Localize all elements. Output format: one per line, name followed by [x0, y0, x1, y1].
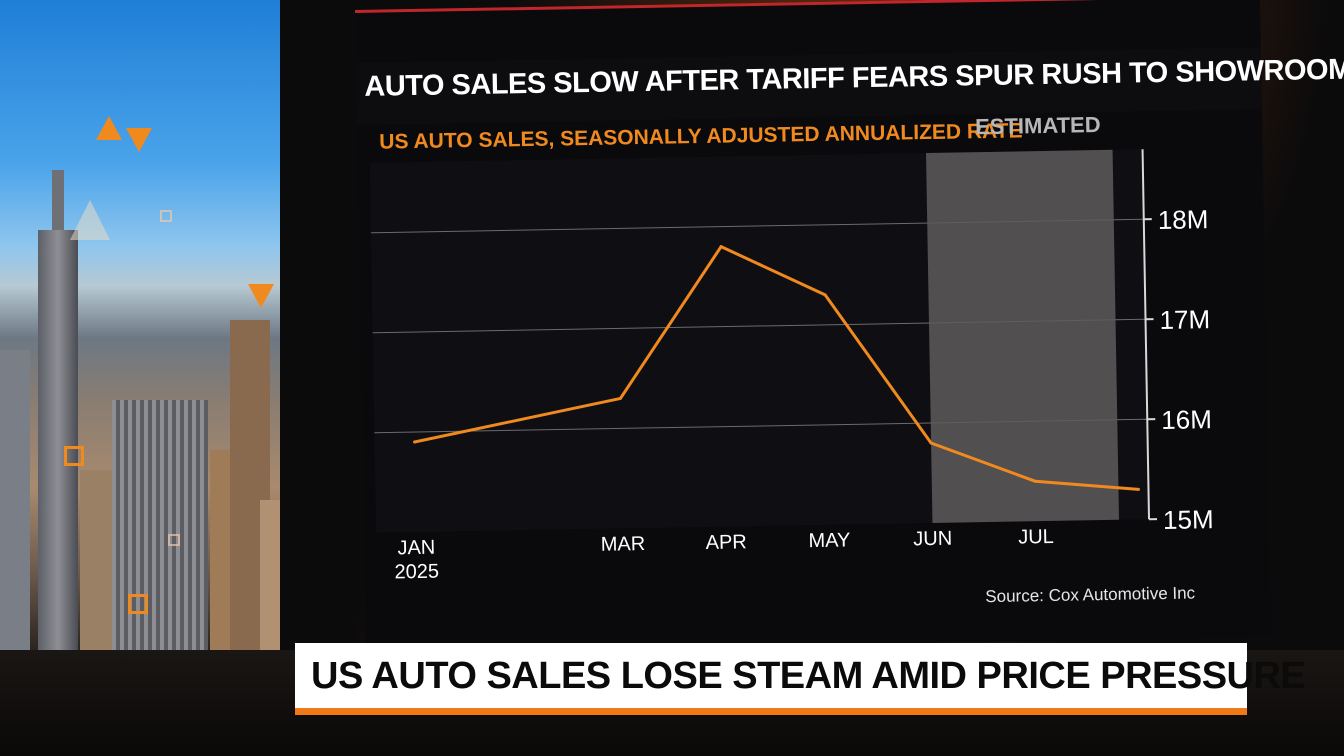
data-point: [413, 440, 417, 444]
data-point: [1033, 479, 1037, 483]
x-tick-label-line: APR: [705, 531, 747, 554]
y-axis-line: [1141, 149, 1151, 520]
x-tick-label-line: MAY: [808, 529, 850, 552]
square-icon: [128, 594, 148, 614]
x-tick-label-line: JAN: [397, 537, 435, 560]
x-tick-label-line: JUL: [1018, 526, 1054, 549]
chart-source: Source: Cox Automotive Inc: [985, 583, 1196, 607]
line-chart: 15M 16M 17M 18M JAN2025 MAR APR MAY JUN JUL: [369, 149, 1214, 584]
x-tick-label-line: 2025: [394, 561, 439, 584]
building: [0, 350, 30, 650]
triangle-up-icon: [70, 200, 110, 240]
x-tick-label: MAR: [601, 533, 646, 556]
square-icon: [160, 210, 172, 222]
data-point: [823, 293, 827, 297]
data-point: [719, 245, 723, 249]
x-tick-label: JUN: [913, 528, 952, 551]
lower-third-headline: US AUTO SALES LOSE STEAM AMID PRICE PRES…: [311, 655, 1306, 697]
y-tick-label: 17M: [1159, 304, 1210, 335]
triangle-down-icon: [126, 128, 152, 152]
x-tick-label-line: MAR: [601, 533, 646, 556]
y-tick-label: 16M: [1161, 404, 1212, 435]
x-tick-label: JAN2025: [394, 537, 439, 584]
data-point: [929, 441, 933, 445]
x-tick-label: JUL: [1018, 526, 1054, 549]
building: [112, 400, 208, 650]
square-icon: [64, 446, 84, 466]
data-point: [1136, 487, 1140, 491]
lower-third-banner: US AUTO SALES LOSE STEAM AMID PRICE PRES…: [295, 643, 1306, 715]
triangle-down-icon: [248, 284, 274, 308]
building: [80, 470, 116, 650]
chart-screen: AUTO SALES SLOW AFTER TARIFF FEARS SPUR …: [355, 0, 1344, 653]
y-tick-label: 15M: [1163, 504, 1214, 535]
x-tick-label: APR: [705, 531, 747, 554]
triangle-up-icon: [96, 116, 122, 140]
estimated-region: [926, 149, 1120, 523]
empire-state-building: [38, 170, 78, 650]
data-point: [618, 396, 622, 400]
x-tick-label: MAY: [808, 529, 850, 552]
y-tick-label: 18M: [1158, 204, 1209, 235]
city-backdrop: [0, 0, 300, 650]
x-tick-label-line: JUN: [913, 528, 952, 551]
square-icon: [168, 534, 180, 546]
